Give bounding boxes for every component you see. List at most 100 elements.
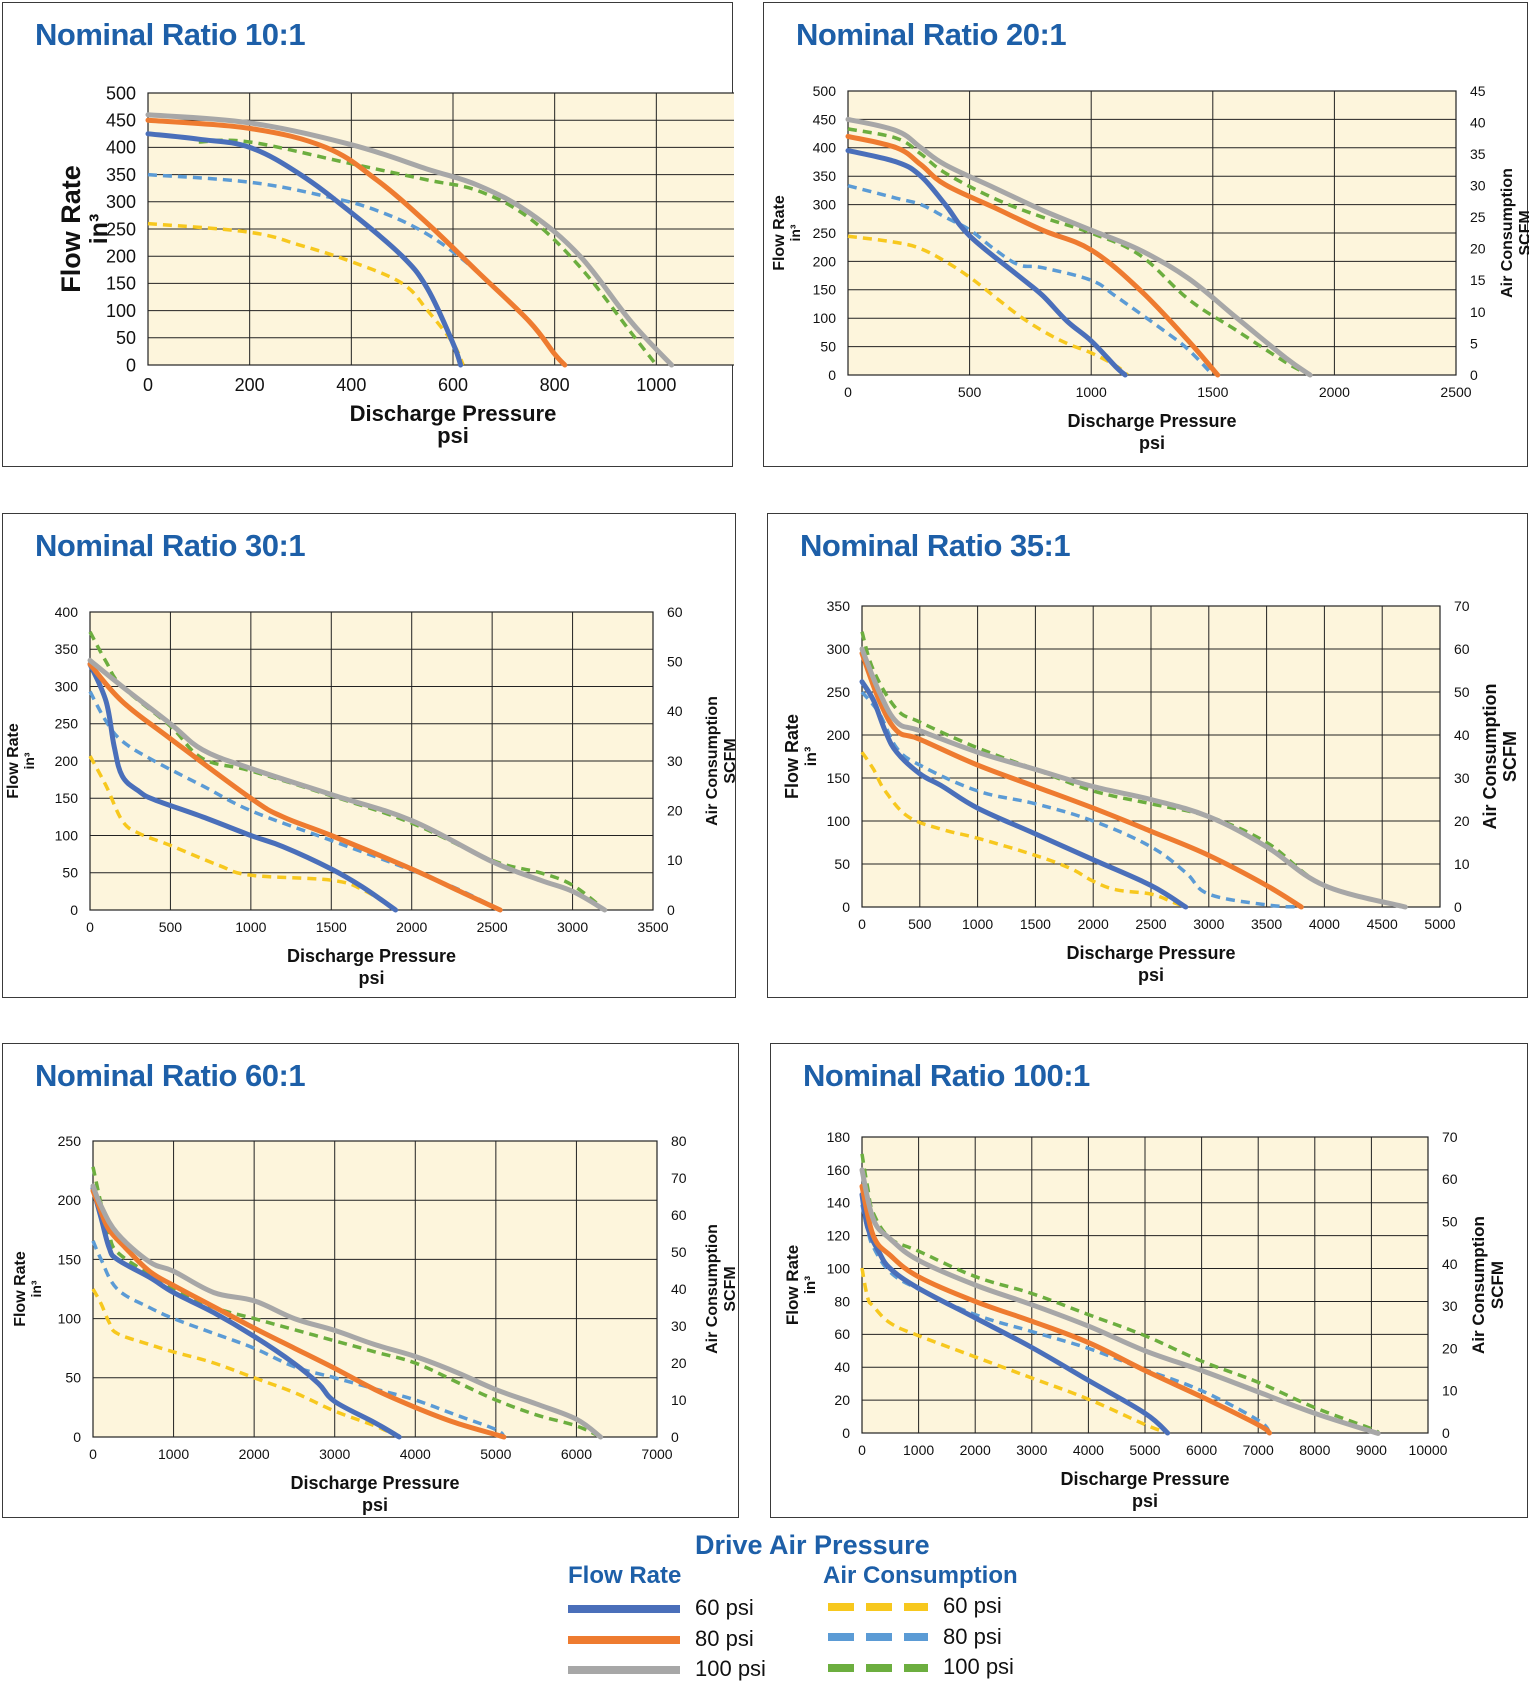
- y-tick-label: 0: [842, 1425, 850, 1441]
- y-tick-label: 50: [116, 328, 136, 348]
- y-tick-label: 250: [106, 219, 136, 239]
- series-line-air-100: [91, 1166, 602, 1439]
- series-line-flow-80: [859, 650, 1304, 910]
- y-tick-label: 500: [106, 83, 136, 103]
- y2-tick-label: 20: [667, 803, 683, 819]
- chart-svg: 0 500 1000 1500 2000 250005010015020025030035…: [771, 83, 1529, 453]
- y2-tick-label: 0: [671, 1429, 679, 1445]
- y2-axis-label: Air Consumption: [1499, 168, 1516, 298]
- x-axis-unit: psi: [358, 968, 384, 988]
- series-line-air-100: [198, 138, 658, 367]
- y2-tick-label: 30: [1470, 178, 1486, 194]
- x-axis-unit: psi: [437, 423, 469, 448]
- legend-flow-header: Flow Rate: [568, 1562, 682, 1589]
- x-tick-label: 5000: [480, 1446, 511, 1462]
- y-tick-label: 300: [827, 641, 851, 657]
- x-tick-label: 1500: [1197, 384, 1228, 400]
- y-tick-label: 180: [827, 1129, 851, 1145]
- x-axis-unit: psi: [1132, 1491, 1158, 1511]
- y-tick-label: 450: [813, 111, 837, 127]
- y2-tick-label: 30: [667, 753, 683, 769]
- legend: Drive Air Pressure Flow Rate Air Consump…: [0, 1520, 1530, 1683]
- y-axis-label: Flow Rate: [12, 1251, 29, 1327]
- series-line-flow-100: [87, 657, 608, 913]
- y2-tick-label: 0: [1442, 1425, 1450, 1441]
- legend-flow-60-swatch: [568, 1605, 680, 1613]
- y2-axis-label: Air Consumption: [704, 696, 721, 826]
- y2-tick-label: 60: [1454, 641, 1470, 657]
- x-tick-label: 4500: [1367, 916, 1398, 932]
- y-axis-label: Flow Rate: [771, 195, 788, 271]
- y-tick-label: 350: [106, 165, 136, 185]
- x-tick-label: 0: [143, 375, 153, 395]
- series-line-air-60: [91, 1288, 400, 1439]
- x-tick-label: 3000: [1016, 1442, 1047, 1458]
- y-tick-label: 120: [827, 1228, 851, 1244]
- y2-tick-label: 10: [671, 1392, 687, 1408]
- x-tick-label: 2000: [1319, 384, 1350, 400]
- y-tick-label: 350: [827, 598, 851, 614]
- legend-title: Drive Air Pressure: [695, 1530, 930, 1560]
- y-tick-label: 150: [106, 274, 136, 294]
- x-axis-label: Discharge Pressure: [1060, 1469, 1229, 1489]
- series-line-air-100: [847, 127, 1311, 377]
- y-tick-label: 100: [106, 301, 136, 321]
- y2-tick-label: 40: [1470, 114, 1486, 130]
- y-tick-label: 50: [62, 865, 78, 881]
- y2-tick-label: 60: [1442, 1171, 1458, 1187]
- x-tick-label: 4000: [1073, 1442, 1104, 1458]
- y2-axis-unit: SCFM: [722, 738, 737, 783]
- x-tick-label: 5000: [1129, 1442, 1160, 1458]
- chart-svg: 0 500 1000 1500 2000 2500 3000 3500 4000 4500 5000…: [782, 598, 1520, 985]
- x-tick-label: 0: [86, 919, 94, 935]
- y-axis-unit: in³: [28, 1280, 44, 1297]
- x-tick-label: 1500: [1020, 916, 1051, 932]
- y-tick-label: 450: [106, 111, 136, 131]
- x-tick-label: 600: [438, 375, 468, 395]
- y2-tick-label: 20: [671, 1355, 687, 1371]
- legend-flow-80-label: 80 psi: [695, 1626, 754, 1651]
- y2-tick-label: 0: [667, 902, 675, 918]
- legend-air-80-swatch: [828, 1633, 928, 1641]
- y-tick-label: 100: [813, 310, 837, 326]
- x-tick-label: 1000: [235, 919, 266, 935]
- legend-flow-100-swatch: [568, 1666, 680, 1674]
- series-line-flow-80: [145, 117, 568, 368]
- chart-svg: 0 500 1000 1500 2000 2500 3000 3500050100150200…: [5, 604, 737, 988]
- y-axis-label: Flow Rate: [783, 1245, 802, 1325]
- x-tick-label: 7000: [641, 1446, 672, 1462]
- legend-flow-60-label: 60 psi: [695, 1595, 754, 1620]
- y2-tick-label: 60: [667, 604, 683, 620]
- y2-tick-label: 70: [1442, 1129, 1458, 1145]
- x-tick-label: 1000: [158, 1446, 189, 1462]
- y2-tick-label: 50: [1442, 1213, 1458, 1229]
- x-axis-unit: psi: [1139, 433, 1165, 453]
- y-tick-label: 350: [813, 168, 837, 184]
- legend-flow-100-label: 100 psi: [695, 1656, 766, 1681]
- legend-air-header: Air Consumption: [823, 1562, 1018, 1589]
- y-tick-label: 300: [813, 197, 837, 213]
- series-line-flow-100: [90, 1183, 604, 1440]
- y-tick-label: 0: [126, 355, 136, 375]
- chart-panel-35-1: Nominal Ratio 35:1 0 500 1000 1500 2000 2500 3…: [767, 513, 1528, 998]
- chart-panel-100-1: Nominal Ratio 100:1 0 1000 2000 3000 4000 500…: [770, 1043, 1528, 1518]
- y-axis-label: Flow Rate: [782, 714, 802, 799]
- y-tick-label: 50: [834, 856, 850, 872]
- series-line-air-80: [847, 184, 1215, 377]
- series-line-air-60: [860, 751, 1187, 909]
- x-tick-label: 2000: [396, 919, 427, 935]
- y2-axis-unit: SCFM: [1500, 731, 1520, 782]
- y-tick-label: 0: [73, 1429, 81, 1445]
- y2-tick-label: 25: [1470, 209, 1486, 225]
- x-axis-label: Discharge Pressure: [290, 1473, 459, 1493]
- series-line-flow-60: [90, 1185, 402, 1440]
- x-tick-label: 2000: [239, 1446, 270, 1462]
- y-tick-label: 150: [58, 1251, 82, 1267]
- x-tick-label: 2000: [1078, 916, 1109, 932]
- y-tick-label: 250: [58, 1133, 82, 1149]
- y-tick-label: 0: [842, 899, 850, 915]
- y2-tick-label: 10: [1470, 304, 1486, 320]
- y-tick-label: 80: [834, 1293, 850, 1309]
- x-tick-label: 3000: [1193, 916, 1224, 932]
- x-tick-label: 2000: [960, 1442, 991, 1458]
